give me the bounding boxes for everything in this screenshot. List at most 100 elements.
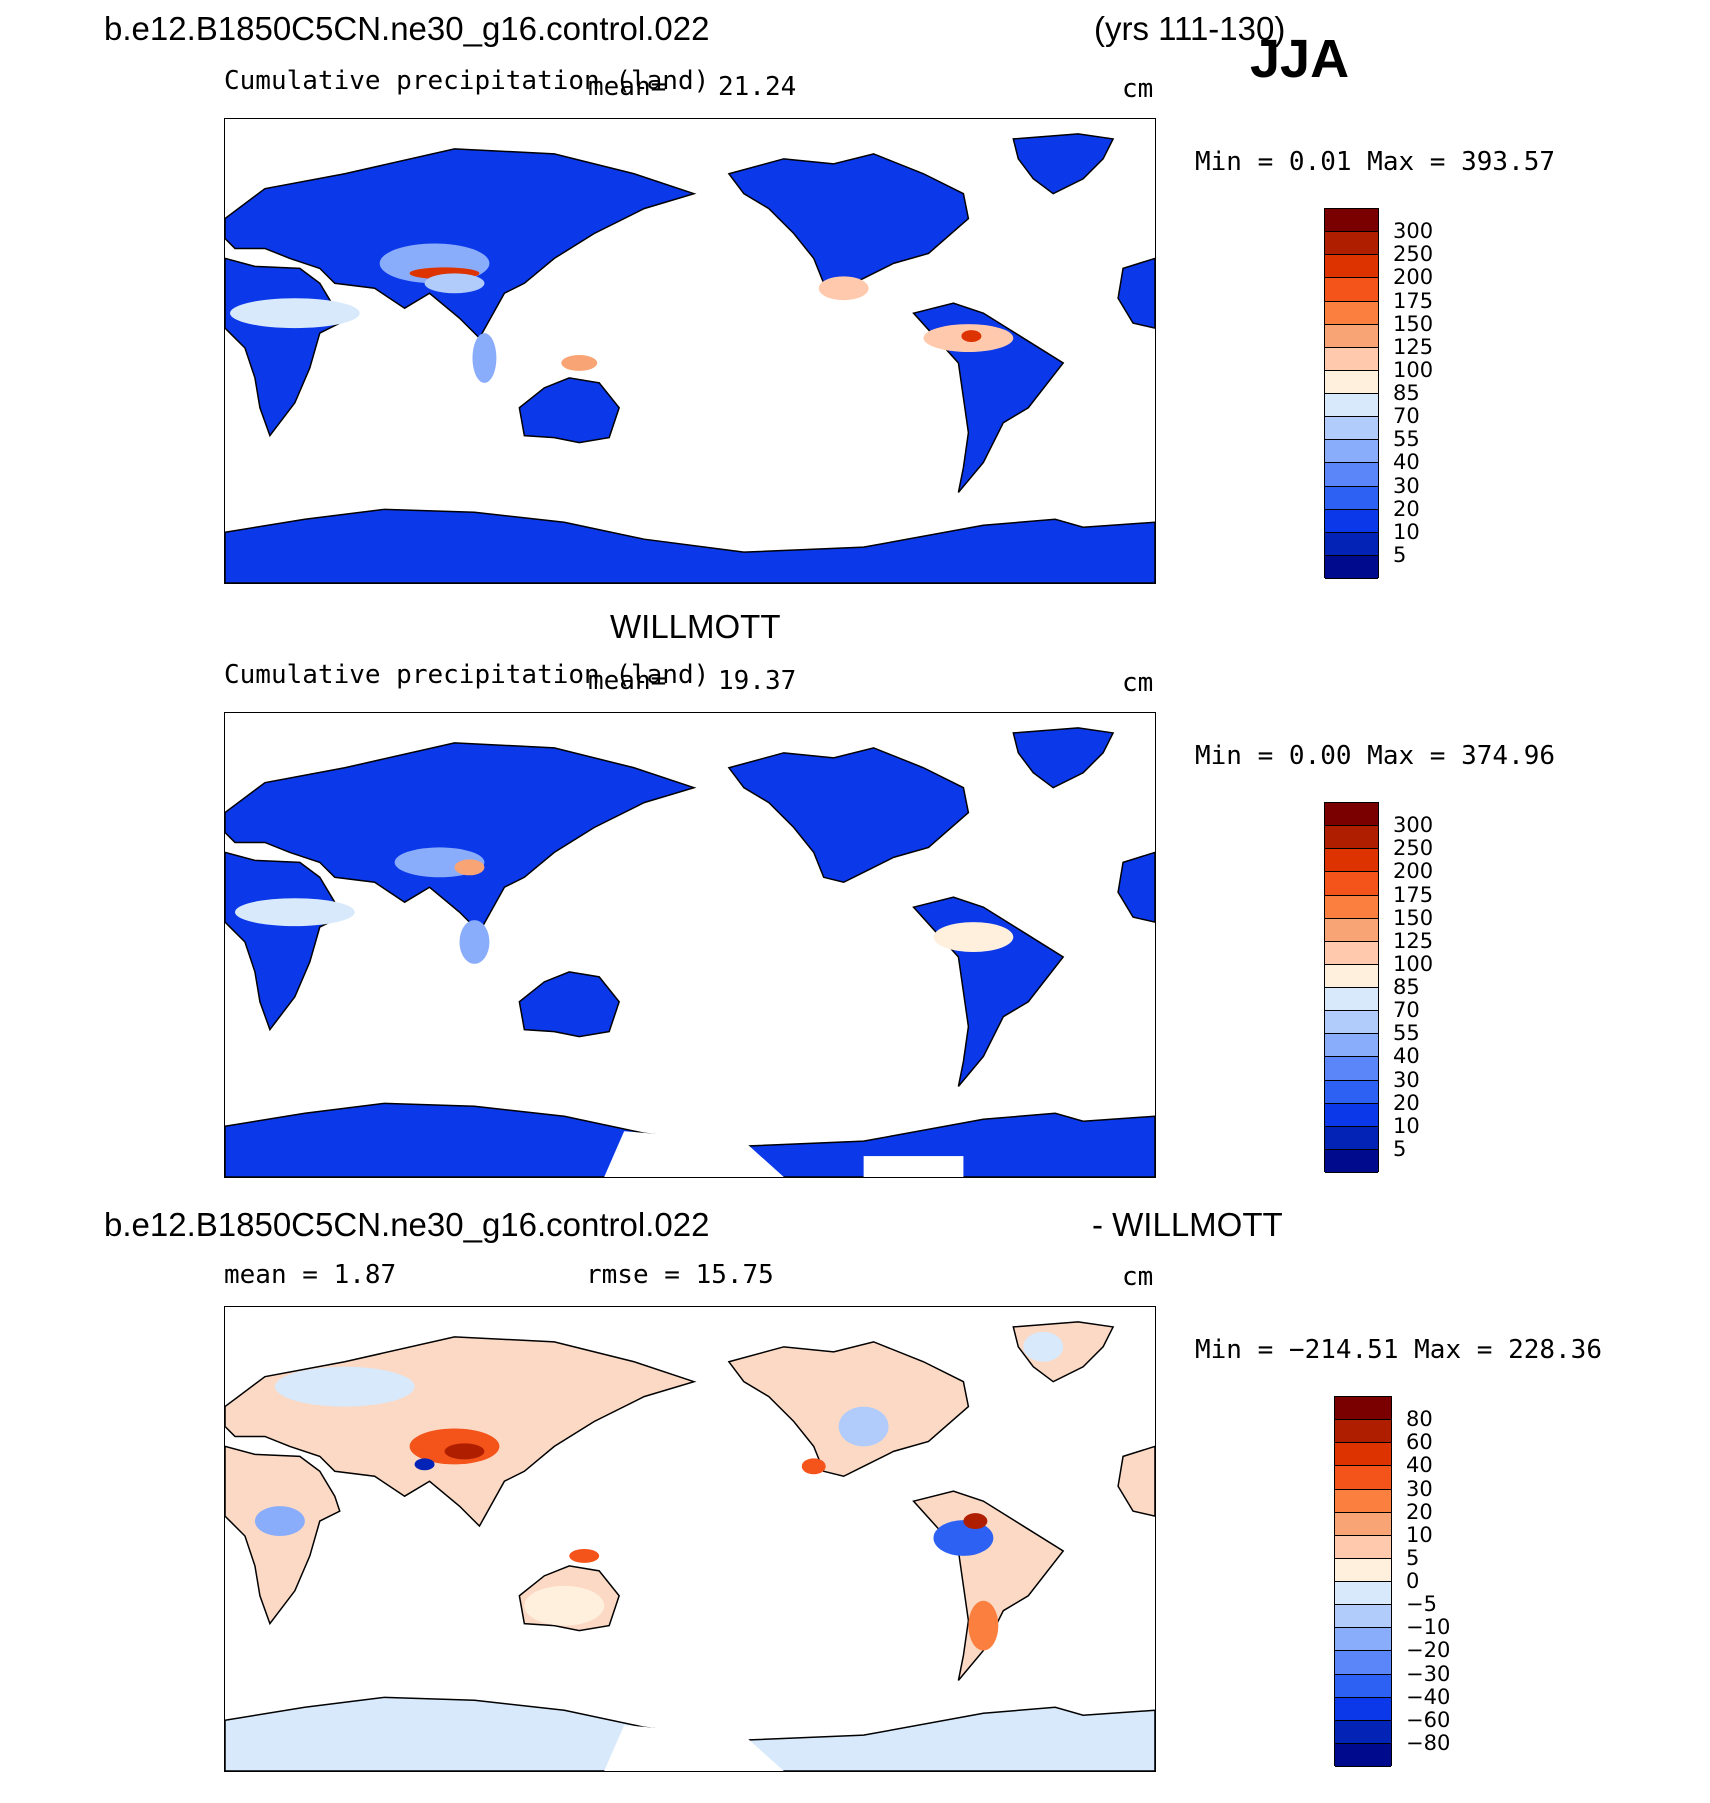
south-america [912, 1490, 1065, 1681]
iberia-edge [1117, 851, 1155, 923]
colorbar-swatch [1335, 1512, 1391, 1536]
colorbar-swatch [1335, 1674, 1391, 1698]
colorbar-swatch [1335, 1443, 1391, 1467]
colorbar-swatch [1325, 394, 1378, 418]
colorbar-tick-label: −80 [1406, 1730, 1451, 1755]
colorbar-swatch [1325, 826, 1378, 850]
panel1-land [225, 133, 1155, 583]
colorbar-swatch [1325, 849, 1378, 873]
colorbar-tick-label: 85 [1393, 975, 1420, 999]
panel2-mean-value: 19.37 [718, 666, 797, 696]
antarctica [225, 508, 1155, 583]
panel1-variable: Cumulative precipitation (land) [224, 66, 710, 96]
colorbar-swatch [1325, 1057, 1378, 1081]
colorbar-swatch [1325, 324, 1378, 348]
panel2-anomalies [234, 847, 1014, 1177]
colorbar-tick-label: 200 [1393, 265, 1434, 290]
colorbar-tick-label: 55 [1393, 427, 1420, 452]
colorbar-swatch [1325, 872, 1378, 896]
colorbar-tick-label: 250 [1393, 836, 1434, 861]
africa [225, 851, 341, 1032]
colorbar-swatch [1335, 1466, 1391, 1490]
africa [225, 257, 341, 438]
panel1-anomalies [229, 243, 1014, 383]
panel2-mean-label: mean= [588, 666, 667, 696]
north-america [727, 153, 970, 290]
panel2-colorbar: 300 250 200 175 150 125 100 85 70 55 40 30 20 10 5 [1324, 802, 1433, 1173]
case-title: b.e12.B1850C5CN.ne30_g16.control.022 [104, 10, 710, 47]
colorbar-tick-label: 20 [1406, 1499, 1433, 1524]
panel1-units: cm [1122, 74, 1154, 104]
colorbar-tick-label: 300 [1393, 813, 1434, 838]
colorbar-swatch [1335, 1420, 1391, 1444]
colorbar-tick-label: 125 [1393, 334, 1434, 359]
colorbar-swatch [1325, 370, 1378, 394]
panel3-case-title: b.e12.B1850C5CN.ne30_g16.control.022 [104, 1206, 710, 1243]
colorbar-tick-label: 100 [1393, 357, 1434, 382]
colorbar-tick-label: −10 [1406, 1615, 1451, 1640]
colorbar-swatch [1325, 209, 1378, 233]
colorbar-tick-label: 30 [1393, 473, 1420, 498]
colorbar-box [1324, 208, 1379, 579]
colorbar-tick-label: 175 [1393, 288, 1434, 313]
colorbar-tick-label: −20 [1406, 1638, 1451, 1663]
colorbar-tick-label: −5 [1406, 1592, 1437, 1617]
colorbar-tick-label: 10 [1393, 1113, 1420, 1138]
colorbar-tick-label: 5 [1393, 542, 1407, 567]
colorbar-tick-label: 70 [1393, 404, 1420, 429]
colorbar-tick-label: 150 [1393, 905, 1434, 930]
colorbar-swatch [1335, 1558, 1391, 1582]
colorbar-swatch [1325, 301, 1378, 325]
colorbar-tick-label: 300 [1393, 219, 1434, 244]
panel3-units: cm [1122, 1262, 1154, 1292]
panel2-land [225, 727, 1155, 1177]
north-america [727, 1341, 970, 1478]
colorbar-swatch [1335, 1397, 1391, 1421]
colorbar-box [1334, 1396, 1392, 1767]
colorbar-tick-label: 40 [1393, 450, 1420, 475]
panel1-map [224, 118, 1156, 584]
panel1-stats: Min = 0.01 Max = 393.57 [1195, 147, 1556, 177]
panel2-map [224, 712, 1156, 1178]
panel3-rmse: rmse = 15.75 [586, 1260, 774, 1290]
colorbar-tick-label: 175 [1393, 882, 1434, 907]
colorbar-swatch [1335, 1697, 1391, 1721]
colorbar-tick-label: 30 [1393, 1067, 1420, 1092]
colorbar-swatch [1325, 918, 1378, 942]
colorbar-swatch [1325, 486, 1378, 510]
colorbar-swatch [1335, 1651, 1391, 1675]
season-label: JJA [1250, 29, 1350, 89]
colorbar-swatch [1325, 278, 1378, 302]
colorbar-swatch [1325, 232, 1378, 256]
panel3-mean: mean = 1.87 [224, 1260, 397, 1290]
colorbar-swatch [1325, 1149, 1378, 1173]
colorbar-swatch [1325, 417, 1378, 441]
colorbar-tick-label: 85 [1393, 381, 1420, 405]
colorbar-tick-label: 30 [1406, 1476, 1433, 1501]
colorbar-swatch [1325, 1034, 1378, 1058]
colorbar-tick-label: 5 [1393, 1136, 1407, 1161]
colorbar-tick-label: 250 [1393, 242, 1434, 267]
colorbar-tick-label: −60 [1406, 1707, 1451, 1732]
colorbar-swatch [1335, 1605, 1391, 1629]
colorbar-swatch [1325, 1011, 1378, 1035]
panel3-map [224, 1306, 1156, 1772]
colorbar-swatch [1335, 1582, 1391, 1606]
colorbar-tick-label: 80 [1406, 1407, 1433, 1432]
colorbar-tick-label: 40 [1406, 1453, 1433, 1478]
colorbar-swatch [1335, 1489, 1391, 1513]
iberia-edge [1117, 1445, 1155, 1517]
colorbar-tick-label: 125 [1393, 928, 1434, 953]
colorbar-tick-label: 10 [1393, 519, 1420, 544]
panel2-title: WILLMOTT [610, 608, 781, 645]
australia [518, 971, 620, 1038]
colorbar-tick-label: 0 [1406, 1569, 1420, 1593]
colorbar-swatch [1325, 895, 1378, 919]
colorbar-swatch [1325, 440, 1378, 464]
years-label: (yrs 111-130) [1094, 10, 1286, 47]
colorbar-swatch [1325, 532, 1378, 556]
colorbar-tick-label: 20 [1393, 496, 1420, 521]
colorbar-tick-label: 100 [1393, 951, 1434, 976]
colorbar-tick-label: 150 [1393, 311, 1434, 336]
colorbar-swatch [1325, 255, 1378, 279]
